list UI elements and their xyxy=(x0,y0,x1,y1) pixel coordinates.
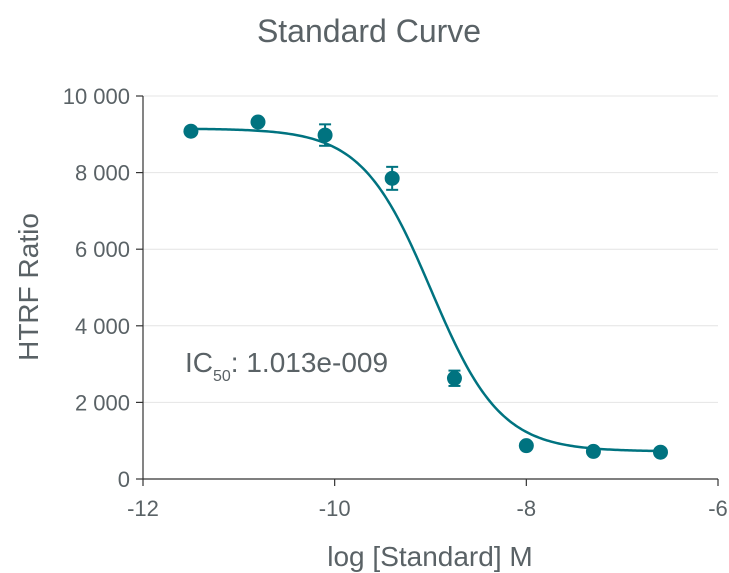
data-points xyxy=(183,114,668,460)
ic50-annotation: IC50: 1.013e-009 xyxy=(185,347,388,385)
fit-curve xyxy=(190,127,661,453)
x-tick-label: -12 xyxy=(127,496,159,521)
x-tick-label: -10 xyxy=(319,496,351,521)
tick-labels: 0 2 000 4 000 6 000 8 000 10 000 -12 -10 -8 -6 xyxy=(63,84,728,521)
y-tick-label: 0 xyxy=(118,467,130,492)
y-tick-label: 8 000 xyxy=(75,161,130,186)
ic50-value: : 1.013e-009 xyxy=(231,347,388,378)
grid-lines xyxy=(143,95,718,403)
ic50-label: IC xyxy=(185,347,213,378)
data-point xyxy=(518,438,534,454)
axes xyxy=(136,95,719,486)
x-axis-label: log [Standard] M xyxy=(327,541,532,572)
y-axis-label: HTRF Ratio xyxy=(13,213,44,361)
chart-title: Standard Curve xyxy=(257,13,481,49)
data-point xyxy=(653,444,668,460)
x-tick-label: -6 xyxy=(708,496,728,521)
data-point xyxy=(585,443,601,459)
data-point xyxy=(384,170,400,186)
y-tick-label: 2 000 xyxy=(75,390,130,415)
x-tick-label: -8 xyxy=(517,496,537,521)
y-tick-label: 6 000 xyxy=(75,237,130,262)
data-point xyxy=(317,127,333,143)
y-tick-label: 4 000 xyxy=(75,314,130,339)
data-point xyxy=(183,123,199,139)
ic50-subscript: 50 xyxy=(213,368,231,385)
data-point xyxy=(250,114,266,130)
y-tick-label: 10 000 xyxy=(63,84,130,109)
data-point xyxy=(446,370,462,386)
